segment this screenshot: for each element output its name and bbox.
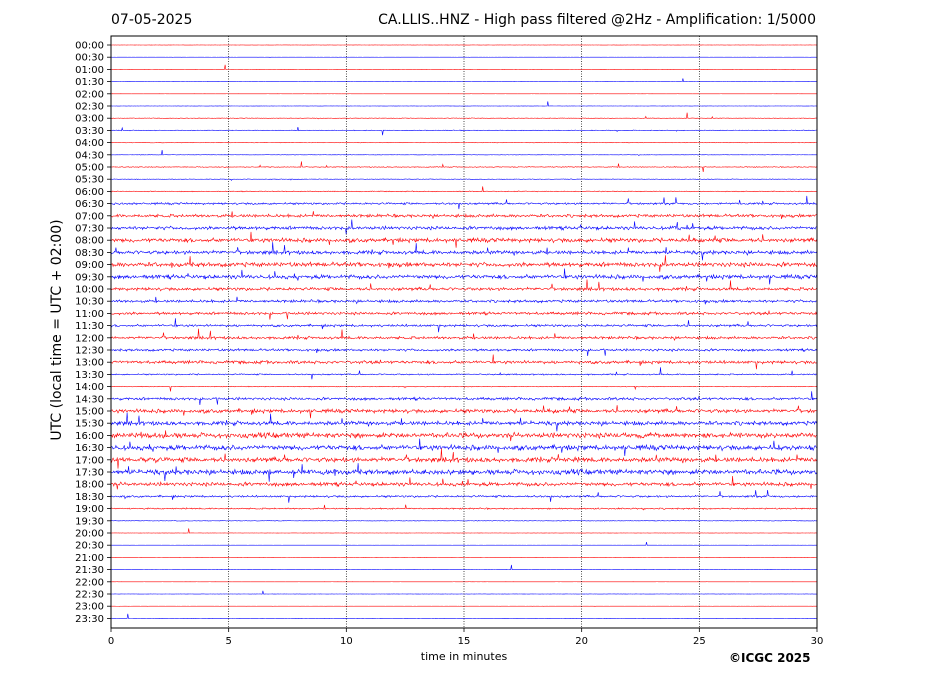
x-tick-label: 25 bbox=[693, 636, 706, 647]
trace-1800 bbox=[110, 476, 817, 490]
y-tick-label: 18:30 bbox=[75, 492, 104, 503]
y-tick-label: 11:30 bbox=[75, 321, 104, 332]
y-tick-label: 06:30 bbox=[75, 199, 104, 210]
trace-0300 bbox=[110, 112, 817, 120]
y-tick-label: 09:30 bbox=[75, 272, 104, 283]
y-tick-label: 00:30 bbox=[75, 53, 104, 64]
y-tick-label: 21:30 bbox=[75, 565, 104, 576]
y-tick-label: 22:00 bbox=[75, 577, 104, 588]
trace-1130 bbox=[110, 318, 817, 333]
x-axis-label: time in minutes bbox=[420, 650, 508, 663]
trace-0330 bbox=[110, 126, 817, 136]
trace-0830 bbox=[110, 242, 817, 261]
y-tick-label: 02:30 bbox=[75, 102, 104, 113]
x-tick-label: 5 bbox=[225, 636, 231, 647]
y-tick-label: 14:30 bbox=[75, 394, 104, 405]
trace-0430 bbox=[110, 150, 817, 156]
copyright-text: ©ICGC 2025 bbox=[729, 651, 811, 665]
trace-1030 bbox=[110, 296, 817, 305]
y-tick-label: 12:30 bbox=[75, 346, 104, 357]
trace-2000 bbox=[110, 528, 817, 534]
y-tick-label: 15:30 bbox=[75, 419, 104, 430]
chart-title: CA.LLIS..HNZ - High pass filtered @2Hz -… bbox=[378, 12, 816, 28]
y-tick-label: 13:30 bbox=[75, 370, 104, 381]
y-tick-label: 19:00 bbox=[75, 504, 104, 515]
y-tick-label: 03:30 bbox=[75, 126, 104, 137]
y-tick-label: 09:00 bbox=[75, 260, 104, 271]
y-tick-label: 20:00 bbox=[75, 529, 104, 540]
y-tick-label: 05:30 bbox=[75, 175, 104, 186]
y-tick-label: 01:30 bbox=[75, 77, 104, 88]
y-tick-label: 12:00 bbox=[75, 333, 104, 344]
trace-2130 bbox=[111, 564, 817, 570]
y-tick-label: 05:00 bbox=[75, 163, 104, 174]
y-tick-label: 13:00 bbox=[75, 358, 104, 369]
y-tick-label: 04:30 bbox=[75, 150, 104, 161]
y-tick-label: 19:30 bbox=[75, 516, 104, 527]
trace-0800 bbox=[110, 231, 817, 248]
y-tick-label: 18:00 bbox=[75, 480, 104, 491]
x-tick-label: 10 bbox=[340, 636, 353, 647]
y-tick-label: 07:00 bbox=[75, 211, 104, 222]
y-tick-label: 17:00 bbox=[75, 455, 104, 466]
trace-0630 bbox=[110, 195, 817, 210]
trace-2030 bbox=[110, 541, 817, 546]
y-tick-label: 16:30 bbox=[75, 443, 104, 454]
y-tick-label: 23:00 bbox=[75, 602, 104, 613]
y-tick-label: 11:00 bbox=[75, 309, 104, 320]
x-tick-label: 30 bbox=[811, 636, 824, 647]
trace-1700 bbox=[110, 448, 817, 469]
x-tick-label: 20 bbox=[575, 636, 588, 647]
y-tick-label: 00:00 bbox=[75, 41, 104, 52]
chart-date: 07-05-2025 bbox=[111, 12, 193, 28]
trace-1500 bbox=[110, 405, 817, 419]
y-tick-label: 14:00 bbox=[75, 382, 104, 393]
y-tick-label: 02:00 bbox=[75, 89, 104, 100]
trace-0730 bbox=[110, 219, 817, 235]
trace-1230 bbox=[110, 347, 817, 357]
trace-1100 bbox=[110, 309, 817, 320]
y-tick-label: 03:00 bbox=[75, 114, 104, 125]
y-tick-label: 04:00 bbox=[75, 138, 104, 149]
trace-2330 bbox=[110, 613, 817, 619]
y-tick-label: 15:00 bbox=[75, 407, 104, 418]
trace-0400 bbox=[110, 141, 817, 144]
y-tick-label: 10:00 bbox=[75, 285, 104, 296]
y-tick-label: 23:30 bbox=[75, 614, 104, 625]
x-tick-label: 0 bbox=[108, 636, 114, 647]
y-tick-label: 21:00 bbox=[75, 553, 104, 564]
y-tick-label: 07:30 bbox=[75, 224, 104, 235]
y-tick-label: 06:00 bbox=[75, 187, 104, 198]
y-tick-label: 08:00 bbox=[75, 236, 104, 247]
y-tick-label: 01:00 bbox=[75, 65, 104, 76]
trace-1430 bbox=[110, 391, 817, 406]
y-tick-label: 10:30 bbox=[75, 297, 104, 308]
x-tick-label: 15 bbox=[458, 636, 471, 647]
y-tick-label: 17:30 bbox=[75, 468, 104, 479]
y-tick-label: 16:00 bbox=[75, 431, 104, 442]
y-tick-label: 08:30 bbox=[75, 248, 104, 259]
y-tick-label: 22:30 bbox=[75, 590, 104, 601]
y-tick-label: 20:30 bbox=[75, 541, 104, 552]
trace-0700 bbox=[110, 211, 817, 220]
